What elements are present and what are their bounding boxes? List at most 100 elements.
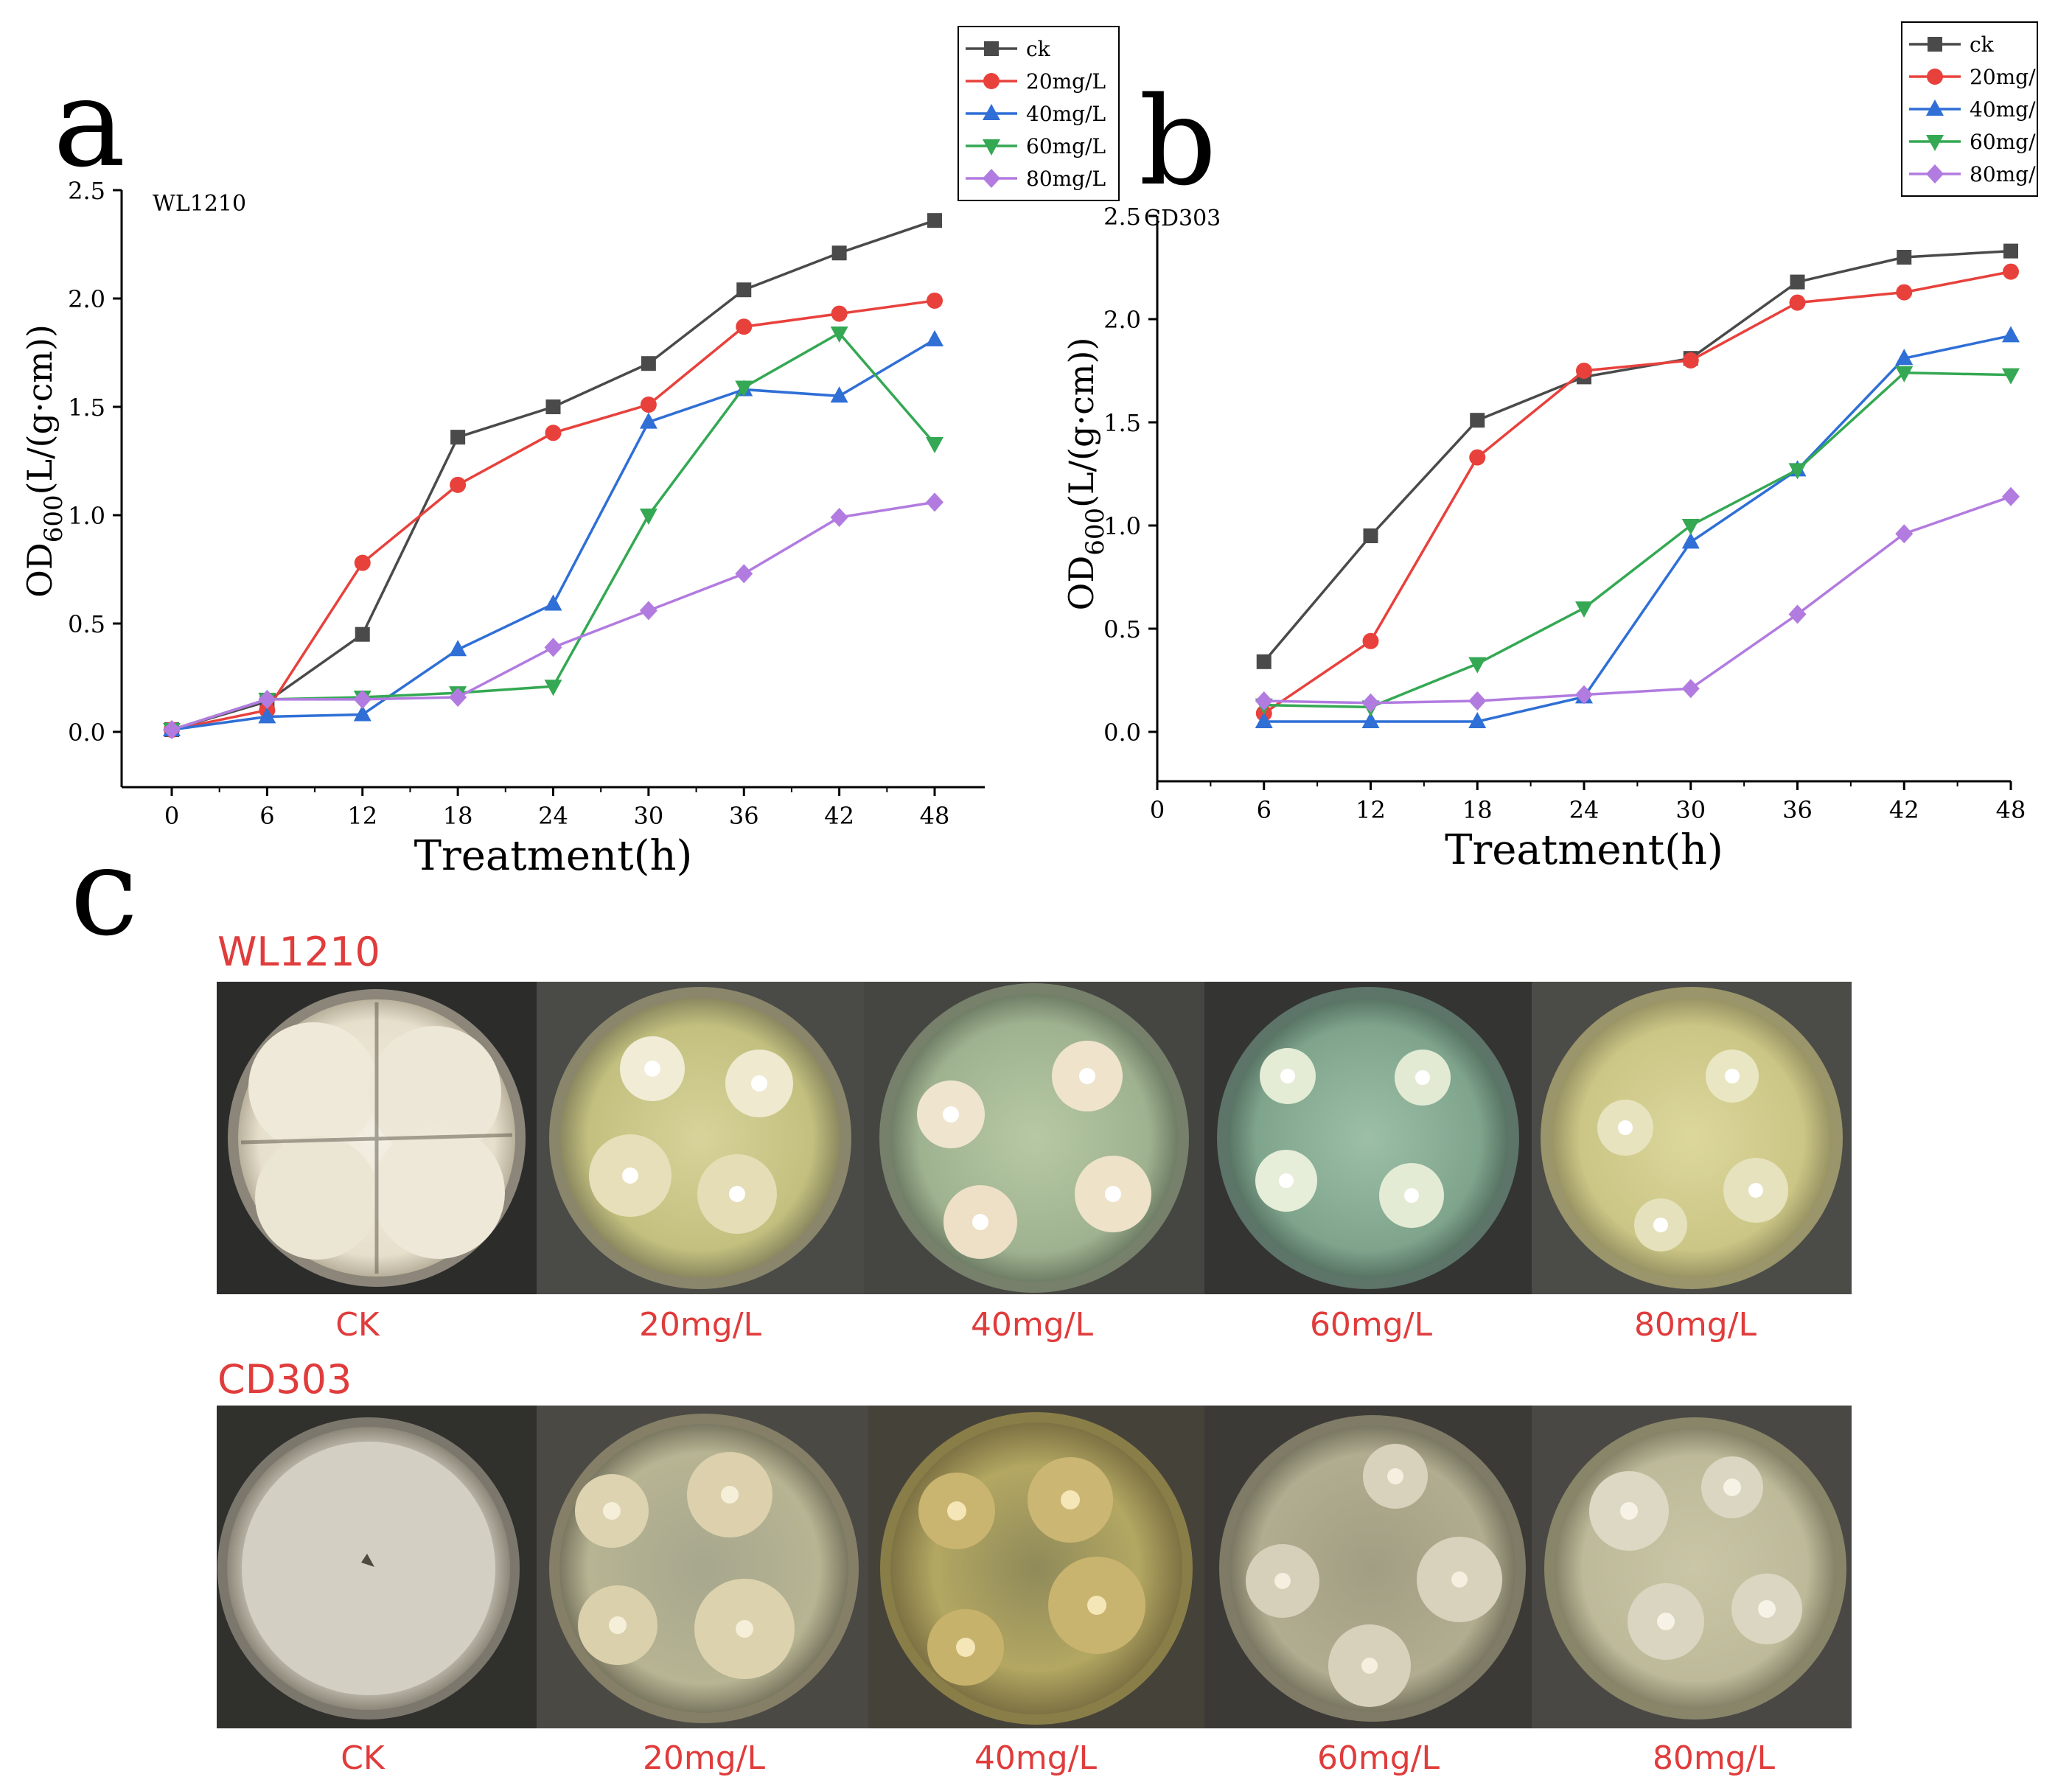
y-tick-label: 1.5: [1103, 409, 1141, 437]
legend-marker: [983, 139, 1000, 156]
legend-marker: [1928, 37, 1942, 52]
chart-annotation: CD303: [1144, 206, 1221, 231]
data-point: [831, 245, 847, 261]
data-point: [926, 329, 943, 346]
legend-marker: [984, 41, 999, 56]
plate-wl1210-20: [549, 987, 851, 1289]
series-line: [171, 331, 936, 731]
data-point: [1788, 463, 1807, 480]
x-tick-label: 6: [1257, 796, 1272, 824]
data-point: [830, 386, 848, 403]
x-tick-label: 48: [920, 802, 950, 830]
chart-b: 0.0 0.5 1.0 1.5 2.0 2.5 0 6 12 18 24 30 36 42 48 Treatm…: [1061, 21, 2038, 874]
data-point: [641, 356, 656, 371]
x-tick-label: 24: [538, 802, 568, 830]
data-point: [639, 509, 657, 525]
data-point: [1468, 712, 1487, 728]
y-tick-label: 1.5: [68, 394, 105, 422]
plate-wl1210-80: [1541, 987, 1843, 1289]
plate-cd303-ck: [217, 1417, 520, 1720]
data-point: [736, 282, 752, 298]
data-point: [258, 707, 276, 724]
series-0: [164, 213, 942, 738]
legend-label: ck: [1026, 37, 1051, 61]
series-1: [164, 292, 943, 739]
data-point: [1895, 524, 1914, 544]
series-line: [171, 299, 935, 731]
legend: ck 20mg/40mg/60mg/80mg/: [1901, 21, 2038, 197]
data-point: [1363, 528, 1378, 543]
data-point: [544, 680, 562, 696]
y-tick-label: 0.5: [68, 610, 105, 638]
data-point: [2003, 243, 2018, 259]
legend-label: 20mg/L: [1026, 69, 1106, 94]
x-axis-label: Treatment(h): [1445, 826, 1723, 874]
legend-label: 40mg/: [1970, 97, 2036, 122]
data-point: [2003, 263, 2019, 280]
series-line: [171, 338, 935, 731]
y-tick-label: 0.5: [1103, 615, 1141, 643]
data-point: [1789, 294, 1806, 311]
data-point: [926, 436, 943, 453]
y-tick-label: 1.0: [1103, 512, 1141, 540]
strain-label-wl1210: WL1210: [217, 929, 380, 975]
series-0: [1256, 243, 2018, 669]
plate-label-cd303-80: 80mg/L: [1653, 1739, 1776, 1777]
data-point: [1255, 712, 1273, 728]
y-tick-label: 2.0: [68, 285, 105, 313]
plate-cd303-20: [549, 1414, 859, 1723]
x-tick-label: 6: [259, 802, 274, 830]
y-tick-label: 0.0: [68, 719, 105, 747]
data-point: [1575, 685, 1593, 705]
x-axis-label: Treatment(h): [414, 832, 693, 880]
data-point: [1895, 366, 1914, 383]
legend-marker: [1927, 69, 1943, 85]
x-tick-label: 0: [164, 802, 179, 830]
x-tick-label: 30: [634, 802, 664, 830]
data-point: [163, 720, 181, 740]
data-point: [258, 689, 276, 709]
legend-label: 60mg/: [1970, 130, 2036, 154]
x-tick-label: 36: [729, 802, 759, 830]
legend-marker: [1926, 164, 1944, 184]
data-point: [449, 640, 467, 657]
series-2: [163, 329, 943, 737]
series-3: [163, 327, 943, 740]
data-point: [1468, 657, 1487, 674]
chart-a: 0.0 0.5 1.0 1.5 2.0 2.5 0 6 12 18 24 30 36 42 48 Treatm…: [20, 26, 1120, 880]
data-point: [830, 327, 848, 343]
data-point: [1361, 693, 1380, 713]
data-point: [2002, 368, 2020, 385]
legend-marker: [983, 104, 1000, 120]
plate-label-cd303-ck: CK: [341, 1739, 386, 1777]
axes: 0.0 0.5 1.0 1.5 2.0 2.5 0 6 12 18 24 30 36 42 48: [1103, 203, 2026, 824]
data-point: [1576, 363, 1592, 379]
series-4: [1255, 486, 2020, 713]
legend-marker: [1926, 100, 1944, 116]
data-point: [1788, 604, 1807, 624]
plate-cd303-60: [1219, 1415, 1526, 1722]
data-point: [1255, 691, 1273, 711]
plate-label-wl1210-40: 40mg/L: [971, 1306, 1094, 1344]
plate-cd303-40: [880, 1412, 1193, 1725]
data-point: [545, 425, 562, 441]
data-point: [639, 601, 657, 621]
data-point: [354, 554, 371, 571]
chart-annotation: WL1210: [153, 191, 246, 217]
y-tick-label: 2.5: [68, 177, 105, 205]
data-point: [927, 213, 942, 228]
series-line: [1263, 249, 2012, 663]
data-point: [1895, 349, 1914, 366]
plate-wl1210-ck: [228, 989, 526, 1287]
legend-label: 20mg/: [1970, 65, 2036, 89]
data-point: [1469, 449, 1486, 466]
data-point: [1681, 532, 1700, 549]
legend-label: 80mg/L: [1026, 167, 1106, 191]
plate-label-wl1210-80: 80mg/L: [1634, 1306, 1757, 1344]
series-line: [1263, 334, 2012, 723]
x-tick-label: 18: [1462, 796, 1493, 824]
plate-wl1210-40: [879, 983, 1189, 1293]
y-axis-label: OD600(L/(g·cm)): [20, 324, 69, 598]
legend-marker: [983, 73, 1000, 89]
data-point: [353, 705, 372, 722]
